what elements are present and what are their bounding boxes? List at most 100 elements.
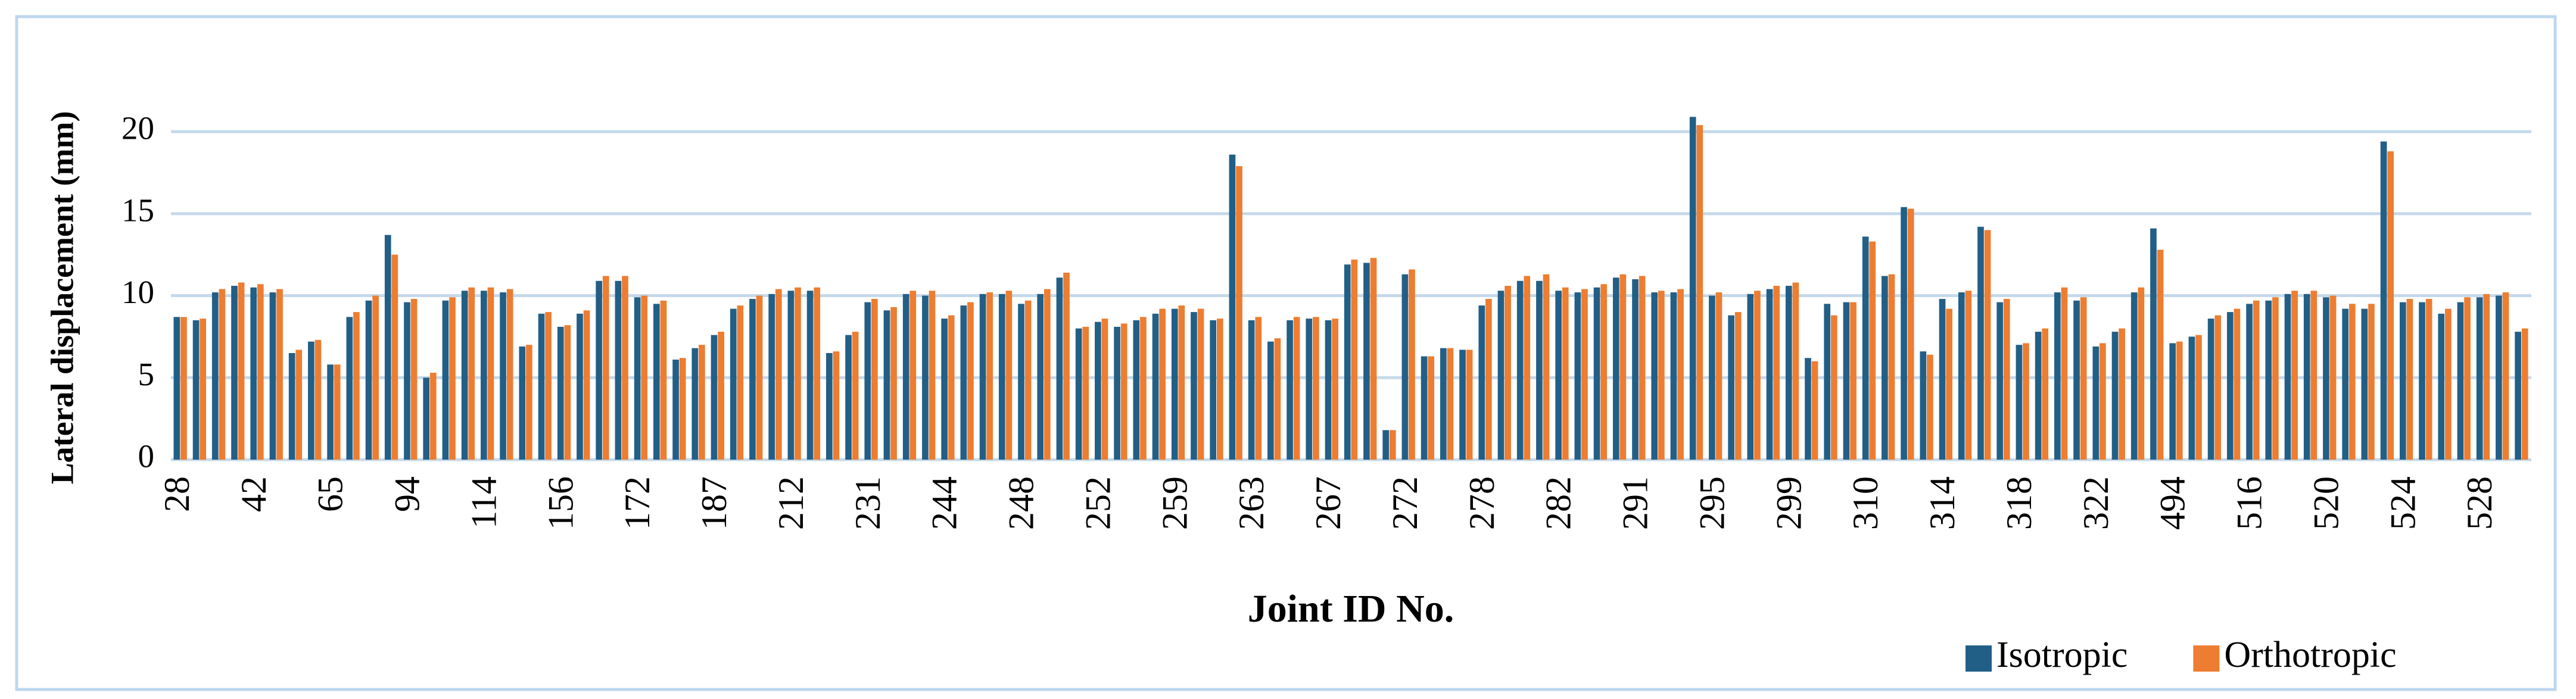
bar bbox=[1274, 338, 1281, 460]
bar bbox=[1075, 328, 1082, 460]
bar bbox=[2438, 313, 2445, 460]
bar bbox=[2035, 332, 2042, 460]
bar bbox=[404, 302, 410, 460]
bar bbox=[1996, 302, 2004, 460]
bar bbox=[192, 320, 200, 460]
x-tick-label: 187 bbox=[694, 476, 734, 530]
bar bbox=[2399, 302, 2406, 460]
bar bbox=[1984, 230, 1991, 460]
bar bbox=[1325, 320, 1332, 460]
bar bbox=[538, 313, 545, 460]
bar bbox=[1536, 280, 1543, 460]
bar bbox=[1236, 166, 1242, 460]
bar bbox=[1632, 279, 1639, 460]
bar bbox=[545, 312, 552, 460]
x-tick-label: 524 bbox=[2383, 476, 2422, 530]
bar bbox=[1024, 300, 1032, 460]
x-tick-label: 244 bbox=[925, 476, 964, 530]
bar bbox=[2291, 291, 2298, 460]
bar bbox=[2130, 292, 2138, 460]
bar bbox=[890, 307, 897, 460]
bar bbox=[679, 358, 686, 460]
bar bbox=[960, 305, 967, 460]
x-tick-label: 42 bbox=[234, 476, 273, 512]
bar bbox=[768, 294, 775, 460]
bar bbox=[1287, 320, 1293, 460]
y-axis-title: Lateral displacement (mm) bbox=[44, 111, 80, 485]
bar bbox=[2496, 295, 2502, 460]
x-tick-label: 28 bbox=[157, 476, 197, 512]
bar bbox=[410, 299, 418, 460]
x-tick-label: 259 bbox=[1155, 476, 1194, 530]
y-tick-label: 10 bbox=[122, 274, 154, 310]
bar bbox=[2329, 295, 2337, 460]
bar bbox=[1805, 358, 1811, 460]
bar bbox=[833, 351, 840, 460]
bar bbox=[231, 286, 238, 460]
bar bbox=[1101, 319, 1108, 460]
bar bbox=[1159, 308, 1166, 460]
bar bbox=[295, 350, 303, 460]
bar bbox=[1306, 319, 1313, 460]
x-tick-label: 172 bbox=[618, 476, 657, 530]
bar bbox=[979, 294, 986, 460]
bar bbox=[2406, 299, 2413, 460]
bar bbox=[1734, 312, 1742, 460]
bar bbox=[1409, 269, 1415, 460]
bar bbox=[998, 294, 1005, 460]
bar bbox=[429, 373, 437, 460]
bar bbox=[653, 304, 660, 460]
bar bbox=[1447, 348, 1454, 460]
bar bbox=[1140, 317, 1147, 460]
bar bbox=[1562, 287, 1569, 460]
x-tick-label: 282 bbox=[1539, 476, 1578, 530]
bar bbox=[577, 313, 583, 460]
bar bbox=[2253, 300, 2260, 460]
bar bbox=[2284, 294, 2291, 460]
bar bbox=[314, 339, 322, 460]
bar bbox=[845, 335, 852, 460]
bar bbox=[557, 326, 564, 460]
bar bbox=[1773, 286, 1780, 460]
bar bbox=[288, 352, 295, 460]
bar bbox=[602, 276, 609, 460]
bar bbox=[2265, 300, 2272, 460]
bar bbox=[1505, 286, 1511, 460]
bar bbox=[2303, 294, 2310, 460]
bar bbox=[269, 292, 276, 460]
bar bbox=[346, 317, 353, 460]
bar bbox=[1005, 291, 1013, 460]
bar bbox=[2380, 141, 2387, 460]
bar bbox=[1152, 313, 1159, 460]
bar bbox=[219, 289, 226, 460]
bar bbox=[2445, 308, 2452, 460]
bar bbox=[487, 287, 494, 460]
bar bbox=[1555, 291, 1562, 460]
bar bbox=[883, 310, 890, 460]
bar bbox=[1977, 226, 1984, 460]
bar bbox=[941, 319, 948, 460]
bar bbox=[2502, 292, 2509, 460]
bar bbox=[1927, 354, 1933, 460]
bar bbox=[1524, 276, 1531, 460]
bar bbox=[711, 335, 718, 460]
bar bbox=[699, 345, 705, 460]
bar bbox=[2042, 328, 2049, 460]
bar bbox=[391, 254, 398, 460]
x-tick-label: 520 bbox=[2306, 476, 2346, 530]
bar bbox=[2176, 341, 2183, 460]
bar bbox=[238, 282, 245, 460]
bar bbox=[1056, 277, 1063, 460]
bar bbox=[1543, 274, 1550, 460]
bar bbox=[1363, 263, 1370, 460]
bar bbox=[180, 317, 187, 460]
bar bbox=[1313, 317, 1319, 460]
legend-swatch bbox=[2193, 645, 2220, 672]
bar bbox=[1478, 305, 1485, 460]
bar bbox=[2207, 319, 2214, 460]
x-tick-label: 322 bbox=[2076, 476, 2116, 530]
legend-swatch bbox=[1966, 645, 1992, 672]
bar bbox=[1670, 292, 1677, 460]
bar bbox=[461, 291, 468, 460]
bar bbox=[1401, 274, 1409, 460]
